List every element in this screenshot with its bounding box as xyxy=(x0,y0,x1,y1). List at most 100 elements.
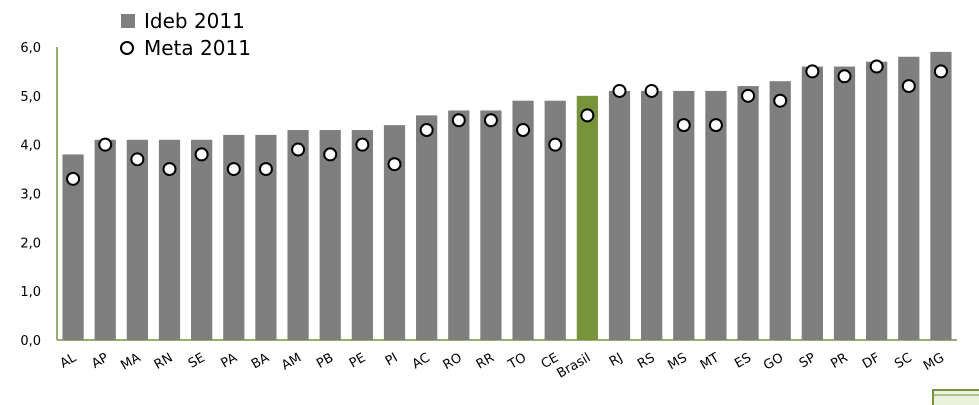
corner-decoration xyxy=(932,389,979,405)
bar-pi xyxy=(383,125,406,340)
bar-rj xyxy=(608,90,631,340)
meta-marker-df xyxy=(869,59,884,74)
meta-marker-sp xyxy=(805,64,820,79)
bar-ap xyxy=(94,139,116,340)
bar-sp xyxy=(801,66,823,341)
x-tick-label: MT xyxy=(698,350,722,373)
bar-rn xyxy=(158,139,181,340)
bar-df xyxy=(866,61,888,341)
x-tick-label: MG xyxy=(921,350,947,374)
bar-ms xyxy=(673,90,695,340)
x-tick-label: TO xyxy=(505,350,529,373)
x-tick-label: RR xyxy=(474,350,497,372)
meta-marker-ac xyxy=(419,123,434,138)
meta-marker-ma xyxy=(130,152,145,167)
meta-marker-pb xyxy=(323,147,338,162)
x-tick-label: AM xyxy=(279,350,304,373)
meta-marker-rs xyxy=(644,83,659,98)
bars xyxy=(62,51,952,341)
meta-marker-pe xyxy=(355,137,370,152)
bar-rr xyxy=(480,110,502,340)
bar-pe xyxy=(351,130,373,340)
meta-marker-ba xyxy=(258,162,273,177)
bar-mg xyxy=(930,51,952,341)
x-tick-label: BA xyxy=(249,350,272,372)
meta-marker-es xyxy=(741,88,756,103)
y-tick-label: 1,0 xyxy=(20,285,41,300)
meta-marker-rn xyxy=(162,162,177,177)
x-tick-label: SE xyxy=(186,350,208,371)
legend-label-meta: Meta 2011 xyxy=(144,36,251,60)
bar-sc xyxy=(898,56,920,341)
x-tick-label: RN xyxy=(152,350,176,372)
y-tick-label: 2,0 xyxy=(20,236,41,251)
legend-bar-swatch xyxy=(121,14,135,28)
meta-marker-se xyxy=(194,147,209,162)
bar-es xyxy=(737,86,759,340)
x-tick-label: DF xyxy=(860,350,883,372)
legend: Ideb 2011 Meta 2011 xyxy=(120,9,251,60)
x-tick-label: PB xyxy=(314,350,336,371)
bar-pb xyxy=(319,130,341,340)
x-tick-label: AL xyxy=(58,350,80,371)
bar-rs xyxy=(641,90,663,340)
x-tick-label: PE xyxy=(347,350,368,371)
bar-se xyxy=(191,139,213,340)
meta-marker-mg xyxy=(933,64,948,79)
x-tick-label: RJ xyxy=(607,350,626,369)
legend-label-ideb: Ideb 2011 xyxy=(144,9,245,33)
meta-marker-sc xyxy=(901,79,916,94)
meta-marker-rr xyxy=(483,113,498,128)
x-tick-label: RS xyxy=(635,350,657,372)
bar-go xyxy=(769,81,791,340)
bar-ro xyxy=(448,110,470,340)
meta-marker-ro xyxy=(451,113,466,128)
x-tick-label: Brasil xyxy=(554,350,593,381)
meta-marker-ms xyxy=(676,118,691,133)
meta-marker-to xyxy=(516,123,531,138)
bar-mt xyxy=(705,90,727,340)
x-tick-label: ES xyxy=(732,350,754,371)
meta-marker-ce xyxy=(548,137,563,152)
x-tick-label: AP xyxy=(89,350,111,371)
x-tick-label: GO xyxy=(761,350,786,373)
x-tick-label: SP xyxy=(797,350,819,371)
meta-marker-ap xyxy=(98,137,113,152)
x-tick-label: PI xyxy=(383,350,401,369)
x-tick-label: RO xyxy=(441,350,465,373)
meta-marker-mt xyxy=(708,118,723,133)
bar-ce xyxy=(544,100,566,340)
meta-marker-pr xyxy=(837,69,852,84)
meta-marker-am xyxy=(291,142,306,157)
meta-marker-go xyxy=(773,93,788,108)
y-tick-label: 3,0 xyxy=(20,188,41,203)
legend-circle-marker xyxy=(120,41,134,55)
y-tick-label: 4,0 xyxy=(20,139,41,154)
meta-markers xyxy=(66,59,948,186)
meta-marker-pa xyxy=(226,162,241,177)
meta-marker-al xyxy=(66,171,81,186)
bar-brasil xyxy=(576,95,598,340)
bar-al xyxy=(62,154,84,340)
bar-ma xyxy=(126,139,148,340)
bar-pa xyxy=(223,134,245,340)
x-tick-label: MS xyxy=(665,350,689,373)
x-tick-label: PR xyxy=(828,350,850,371)
bar-ba xyxy=(255,134,277,340)
y-tick-label: 6,0 xyxy=(20,41,41,56)
x-tick-label: PA xyxy=(219,350,240,371)
x-tick-label: AC xyxy=(410,350,433,372)
meta-marker-brasil xyxy=(580,108,595,123)
bar-ac xyxy=(416,115,438,340)
x-tick-label: SC xyxy=(892,350,915,372)
bar-am xyxy=(287,130,309,340)
meta-marker-pi xyxy=(387,157,402,172)
x-tick-label: MA xyxy=(118,350,143,373)
x-tick-label: CE xyxy=(539,350,561,372)
bar-to xyxy=(512,100,534,340)
y-tick-label: 5,0 xyxy=(20,90,41,105)
bar-pr xyxy=(833,66,856,341)
y-tick-label: 0,0 xyxy=(20,334,41,349)
